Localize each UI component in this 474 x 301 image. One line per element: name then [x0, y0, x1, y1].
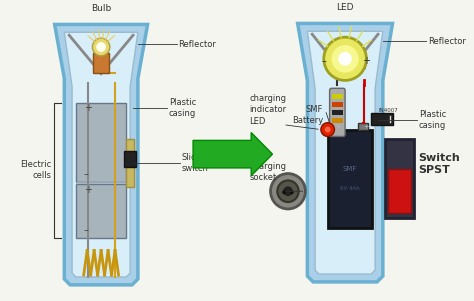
- Circle shape: [321, 123, 335, 136]
- Polygon shape: [307, 31, 383, 274]
- Circle shape: [338, 52, 352, 66]
- FancyBboxPatch shape: [331, 102, 343, 107]
- Text: IN4007: IN4007: [378, 108, 398, 113]
- Circle shape: [324, 37, 366, 80]
- FancyBboxPatch shape: [124, 151, 136, 167]
- Circle shape: [331, 45, 359, 73]
- Text: Switch
SPST: Switch SPST: [419, 153, 460, 175]
- FancyArrow shape: [193, 132, 273, 176]
- Polygon shape: [298, 23, 392, 282]
- Text: +: +: [363, 124, 369, 130]
- Circle shape: [282, 190, 286, 194]
- Text: –: –: [84, 169, 89, 179]
- Text: +: +: [363, 56, 370, 66]
- Text: –: –: [84, 225, 89, 235]
- Text: Reflector: Reflector: [179, 39, 217, 48]
- FancyBboxPatch shape: [332, 123, 342, 129]
- Text: 6V 4Ah: 6V 4Ah: [340, 186, 360, 191]
- FancyBboxPatch shape: [358, 123, 368, 129]
- Text: Slide
switch: Slide switch: [182, 153, 209, 173]
- FancyBboxPatch shape: [76, 103, 126, 182]
- Circle shape: [325, 127, 330, 132]
- Circle shape: [277, 180, 299, 202]
- FancyBboxPatch shape: [93, 53, 109, 73]
- FancyBboxPatch shape: [385, 139, 414, 218]
- FancyBboxPatch shape: [76, 184, 126, 238]
- FancyBboxPatch shape: [371, 113, 392, 125]
- Text: Electric
cells: Electric cells: [20, 160, 52, 180]
- FancyBboxPatch shape: [331, 94, 343, 99]
- FancyBboxPatch shape: [329, 88, 345, 136]
- Circle shape: [283, 186, 293, 196]
- Text: +: +: [84, 185, 91, 195]
- Text: –: –: [337, 124, 340, 130]
- Text: Plastic
casing: Plastic casing: [419, 110, 446, 130]
- Text: Plastic
casing: Plastic casing: [169, 98, 196, 118]
- FancyBboxPatch shape: [328, 129, 372, 228]
- Text: +: +: [84, 103, 91, 113]
- Text: SMF: SMF: [343, 166, 357, 172]
- FancyBboxPatch shape: [331, 110, 343, 115]
- Text: charging
indicator
LED: charging indicator LED: [249, 94, 286, 126]
- Polygon shape: [388, 169, 411, 213]
- Circle shape: [96, 42, 106, 52]
- Polygon shape: [64, 32, 138, 277]
- Text: charging
socket: charging socket: [249, 162, 286, 182]
- Circle shape: [290, 190, 294, 194]
- Text: Bulb: Bulb: [91, 4, 111, 13]
- Polygon shape: [55, 24, 147, 285]
- FancyBboxPatch shape: [76, 182, 126, 188]
- Text: Reflector: Reflector: [428, 37, 466, 46]
- Circle shape: [271, 174, 305, 209]
- Text: SMF
Battery: SMF Battery: [292, 105, 323, 125]
- FancyBboxPatch shape: [331, 118, 343, 123]
- FancyBboxPatch shape: [126, 139, 134, 187]
- Circle shape: [92, 38, 110, 56]
- Text: LED: LED: [337, 3, 354, 12]
- Text: –: –: [321, 56, 326, 66]
